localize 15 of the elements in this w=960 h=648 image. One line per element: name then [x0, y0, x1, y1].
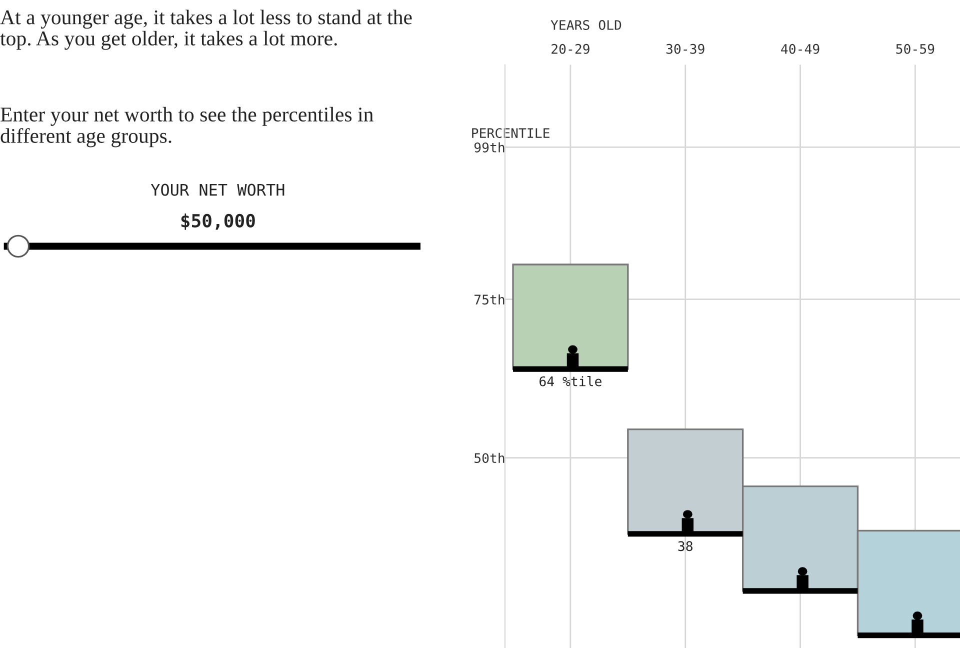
y-tick-label: 99th: [474, 142, 504, 152]
text: YOUR NET WORTH: [150, 184, 284, 196]
x-tick-label: 30-39: [666, 44, 704, 54]
y-tick-label: 50th: [474, 452, 504, 464]
x-tick-label: 40-49: [781, 44, 820, 54]
text: $50,000: [181, 214, 255, 230]
annotation: 38: [678, 541, 692, 552]
text: At a younger age, it takes a lot less to stand at the top. As you get older, it takes a lot more.: [0, 10, 412, 50]
x-axis-title: YEARS OLD: [550, 20, 622, 30]
y-axis-title: PERCENTILE: [472, 128, 550, 138]
x-tick-label: 20-29: [552, 44, 590, 54]
x-tick-label: 50-59: [896, 44, 934, 54]
text: Enter your net worth to see the percentiles in different age groups.: [0, 106, 374, 148]
annotation: 64 %tile: [540, 376, 602, 386]
y-tick-label: 75th: [474, 294, 504, 305]
